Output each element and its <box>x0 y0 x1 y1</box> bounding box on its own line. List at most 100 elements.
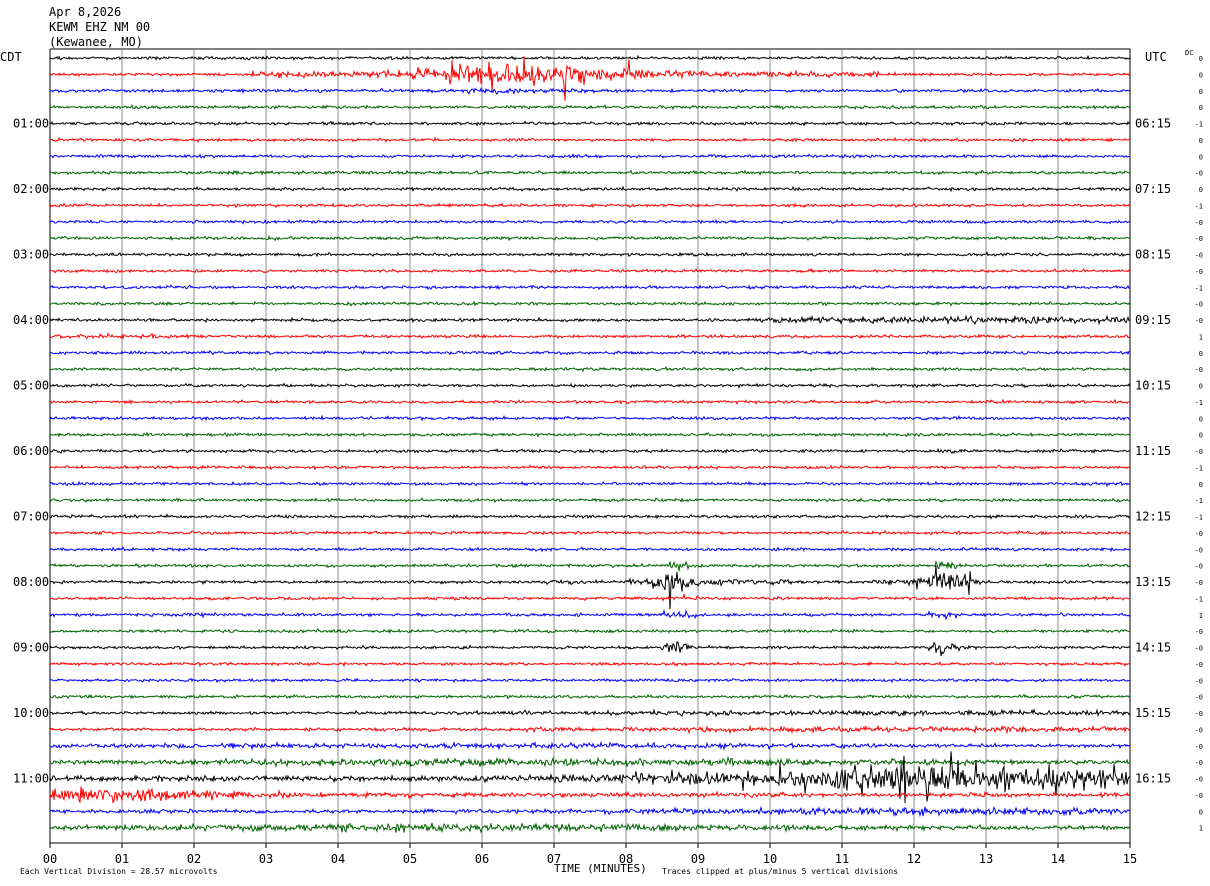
cdt-hour-label: 03:00 <box>13 248 49 262</box>
cdt-hour-label: 08:00 <box>13 575 49 589</box>
trace-row-45 <box>49 786 1131 804</box>
dc-offset-value: -0 <box>1195 366 1203 374</box>
station-location: (Kewanee, MO) <box>49 35 143 49</box>
dc-offset-value: 0 <box>1199 55 1203 63</box>
x-tick-label-11: 11 <box>835 852 849 866</box>
dc-offset-value: -0 <box>1195 776 1203 784</box>
trace-row-12 <box>49 251 1131 258</box>
trace-row-18 <box>49 349 1131 356</box>
trace-row-20 <box>49 382 1131 389</box>
dc-offset-value: 0 <box>1199 432 1203 440</box>
utc-hour-label: 14:15 <box>1135 641 1171 655</box>
trace-row-17 <box>49 331 1131 340</box>
dc-offset-value: -0 <box>1195 743 1203 751</box>
trace-row-16 <box>49 314 1131 326</box>
trace-row-8 <box>49 185 1131 193</box>
x-tick-label-12: 12 <box>907 852 921 866</box>
dc-offset-value: -0 <box>1195 235 1203 243</box>
trace-row-33 <box>50 593 1131 602</box>
trace-row-32 <box>49 565 1131 610</box>
x-tick-label-02: 02 <box>187 852 201 866</box>
trace-row-36 <box>49 641 1131 657</box>
cdt-hour-label: 10:00 <box>13 706 49 720</box>
dc-offset-value: 0 <box>1199 383 1203 391</box>
trace-row-38 <box>49 677 1131 684</box>
dc-offset-value: -0 <box>1195 726 1203 734</box>
dc-offset-value: 0 <box>1199 153 1203 161</box>
trace-row-30 <box>49 546 1131 553</box>
dc-offset-value: -0 <box>1195 301 1203 309</box>
trace-row-35 <box>49 628 1131 635</box>
x-tick-label-13: 13 <box>979 852 993 866</box>
trace-row-13 <box>49 267 1131 274</box>
dc-offset-value: -1 <box>1195 399 1203 407</box>
trace-row-42 <box>50 740 1131 751</box>
vertical-scale-note: Each Vertical Division = 28.57 microvolt… <box>20 867 218 876</box>
cdt-hour-label: 11:00 <box>13 772 49 786</box>
utc-hour-label: 07:15 <box>1135 182 1171 196</box>
dc-column-label: DC <box>1185 49 1194 57</box>
trace-row-0 <box>49 54 1131 61</box>
trace-row-10 <box>49 218 1131 225</box>
dc-offset-value: -0 <box>1195 677 1203 685</box>
utc-hour-label: 10:15 <box>1135 379 1171 393</box>
trace-row-22 <box>49 414 1131 422</box>
dc-offset-value: 0 <box>1199 186 1203 194</box>
cdt-hour-label: 09:00 <box>13 641 49 655</box>
trace-row-25 <box>49 464 1131 471</box>
dc-offset-value: -0 <box>1195 252 1203 260</box>
cdt-hour-label: 02:00 <box>13 182 49 196</box>
x-tick-label-08: 08 <box>619 852 633 866</box>
trace-row-19 <box>49 366 1131 373</box>
trace-row-34 <box>49 608 1131 621</box>
station-code: KEWM EHZ NM 00 <box>49 20 151 34</box>
trace-row-5 <box>50 136 1131 144</box>
utc-hour-label: 15:15 <box>1135 706 1171 720</box>
trace-row-44 <box>49 751 1131 804</box>
utc-hour-label: 08:15 <box>1135 248 1171 262</box>
dc-offset-value: 0 <box>1199 415 1203 423</box>
dc-offset-value: -1 <box>1195 514 1203 522</box>
trace-row-11 <box>49 234 1131 242</box>
trace-row-14 <box>49 284 1131 291</box>
trace-row-24 <box>49 447 1131 455</box>
dc-offset-value: -1 <box>1195 202 1203 210</box>
trace-row-7 <box>49 169 1131 176</box>
trace-row-43 <box>49 755 1131 768</box>
x-tick-label-15: 15 <box>1123 852 1137 866</box>
dc-offset-value: 1 <box>1199 333 1203 341</box>
cdt-hour-label: 05:00 <box>13 379 49 393</box>
x-tick-label-07: 07 <box>547 852 561 866</box>
x-tick-label-14: 14 <box>1051 852 1065 866</box>
dc-offset-value: -1 <box>1195 595 1203 603</box>
dc-offset-value: -1 <box>1195 464 1203 472</box>
trace-row-39 <box>49 693 1131 700</box>
dc-offset-value: 0 <box>1199 350 1203 358</box>
trace-row-15 <box>49 300 1131 307</box>
clipping-note: Traces clipped at plus/minus 5 vertical … <box>662 867 899 876</box>
dc-offset-value: 0 <box>1199 71 1203 79</box>
dc-offset-value: -0 <box>1195 563 1203 571</box>
trace-row-1 <box>49 56 1131 101</box>
trace-row-29 <box>49 529 1131 536</box>
x-tick-label-01: 01 <box>115 852 129 866</box>
trace-row-46 <box>49 805 1131 818</box>
utc-hour-label: 11:15 <box>1135 444 1171 458</box>
cdt-hour-label: 06:00 <box>13 444 49 458</box>
dc-offset-value: -0 <box>1195 694 1203 702</box>
x-axis-title: TIME (MINUTES) <box>554 862 647 875</box>
trace-row-28 <box>49 513 1131 520</box>
trace-row-47 <box>49 822 1131 834</box>
left-timezone-label: CDT <box>0 50 22 64</box>
dc-offset-value: 1 <box>1199 612 1203 620</box>
plot-date: Apr 8,2026 <box>49 5 122 19</box>
dc-offset-value: -1 <box>1195 497 1203 505</box>
utc-hour-label: 09:15 <box>1135 313 1171 327</box>
trace-row-23 <box>49 431 1131 438</box>
trace-row-6 <box>49 152 1131 160</box>
trace-row-4 <box>49 120 1131 127</box>
dc-offset-value: -0 <box>1195 170 1203 178</box>
dc-offset-value: -0 <box>1195 219 1203 227</box>
dc-offset-value: -0 <box>1195 546 1203 554</box>
